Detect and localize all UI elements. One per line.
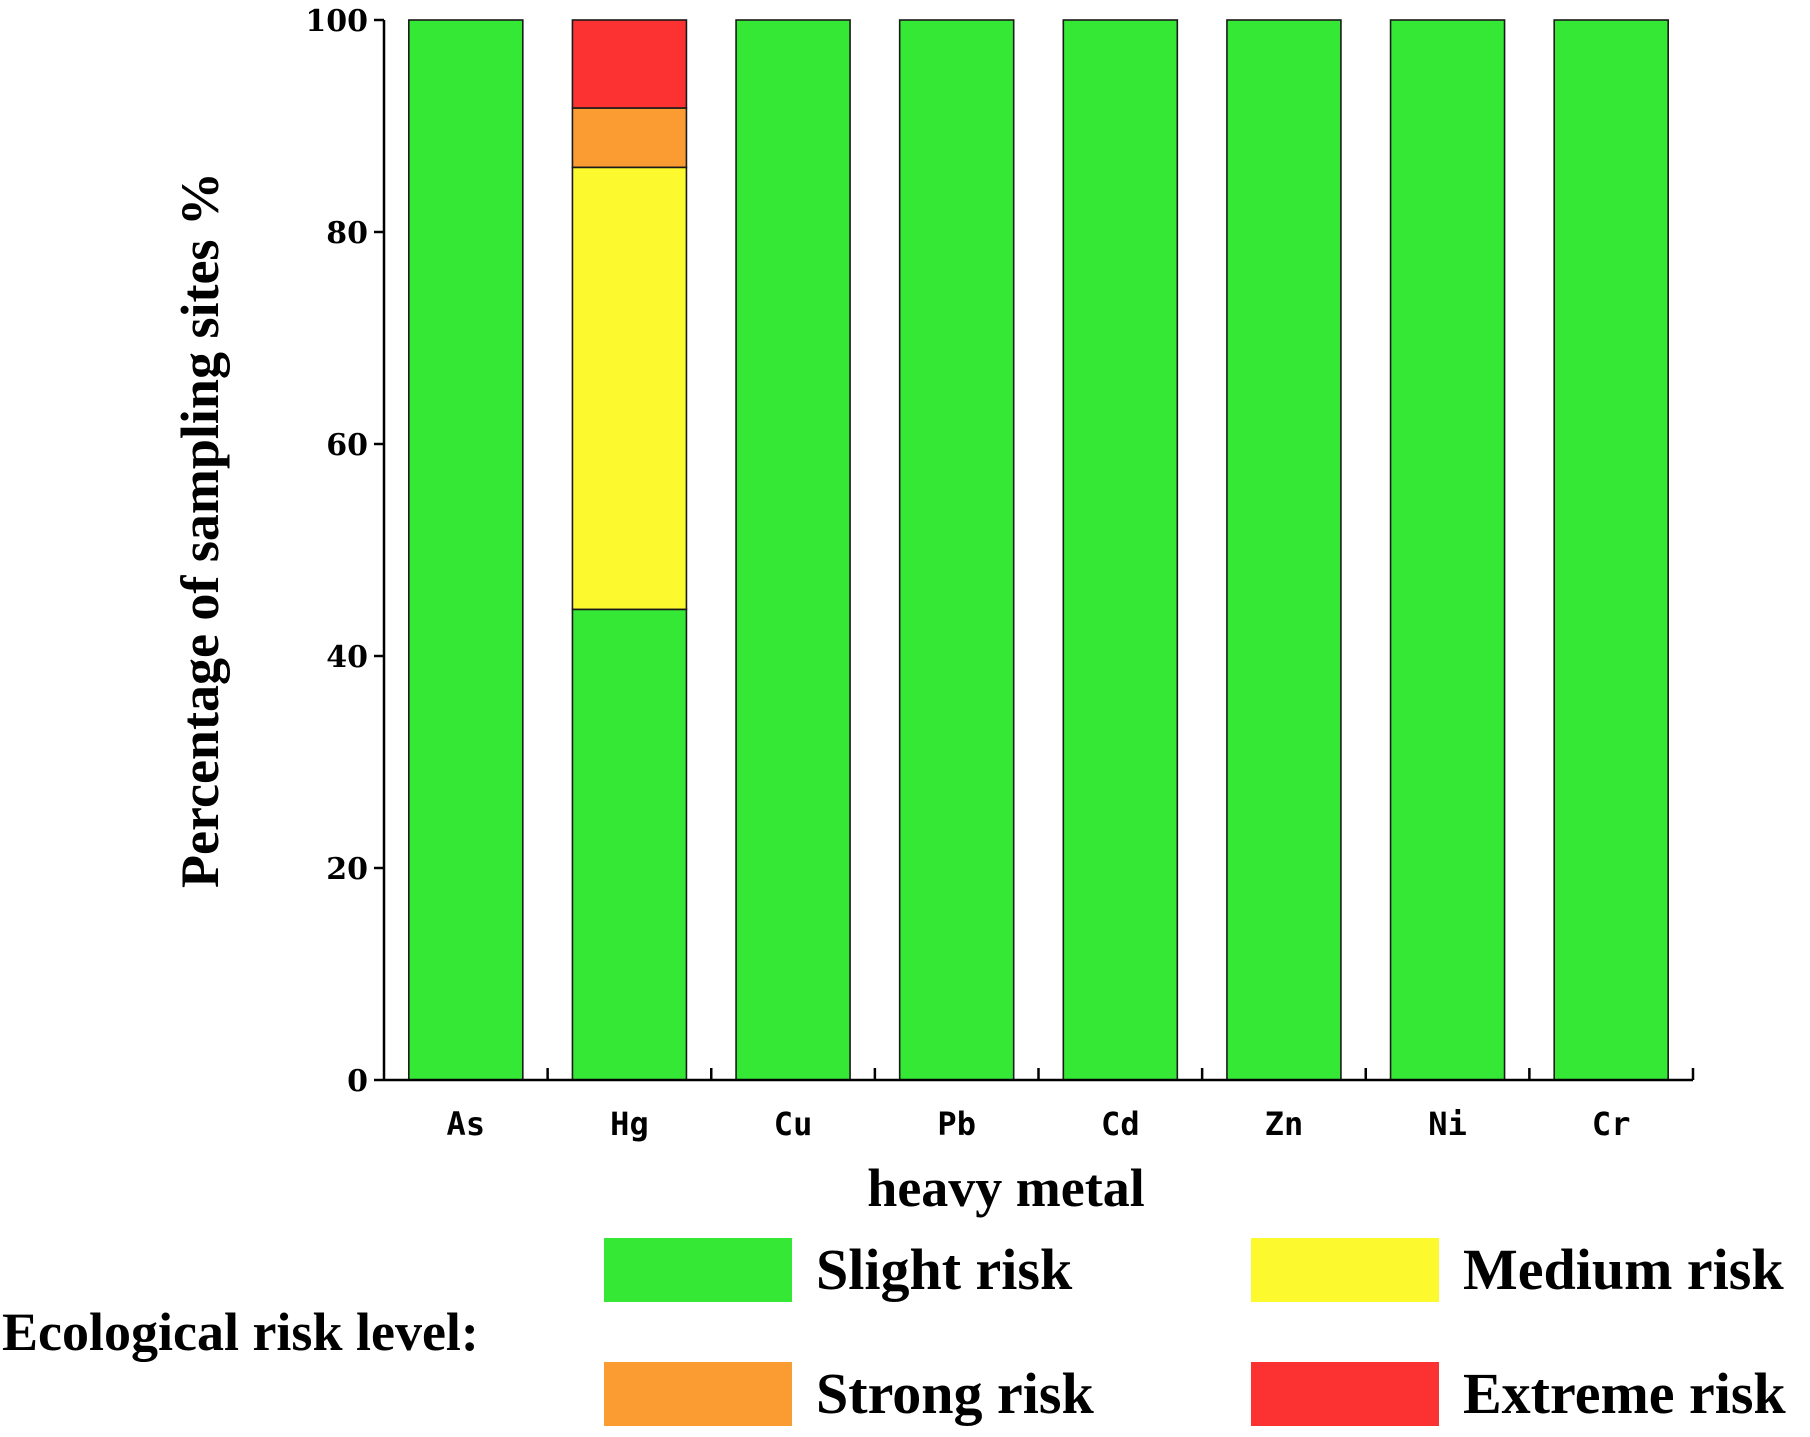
legend-label-medium-risk: Medium risk (1463, 1237, 1784, 1302)
x-tick-label-cu: Cu (774, 1105, 813, 1143)
bar-segment-zn-slight-risk (1226, 19, 1342, 1081)
x-tick-label-zn: Zn (1265, 1105, 1304, 1143)
legend-swatch-strong-risk (604, 1362, 792, 1426)
x-tick-label-as: As (447, 1105, 486, 1143)
legend-swatch-medium-risk (1251, 1238, 1439, 1302)
tick-labels: As Hg Cu Pb Cd Zn Ni Cr 0 20 40 60 80 100 (305, 4, 1630, 1143)
y-tick-label-0: 0 (347, 1064, 368, 1099)
y-tick-label-100: 100 (305, 4, 368, 39)
x-tick-label-cd: Cd (1101, 1105, 1140, 1143)
legend-title: Ecological risk level: (2, 1302, 479, 1362)
x-tick-label-pb: Pb (937, 1105, 976, 1143)
bar-segment-ni-slight-risk (1389, 19, 1506, 1081)
bar-segment-pb-slight-risk (898, 19, 1015, 1081)
bar-segment-hg-slight-risk (571, 608, 688, 1081)
y-tick-label-40: 40 (326, 640, 368, 675)
bar-segment-hg-extreme-risk (571, 19, 688, 109)
x-tick-label-cr: Cr (1592, 1105, 1631, 1143)
legend-label-extreme-risk: Extreme risk (1463, 1361, 1786, 1426)
bar-segment-cr-slight-risk (1553, 19, 1669, 1081)
y-axis-title: Percentage of sampling sites % (170, 172, 230, 888)
y-tick-label-80: 80 (326, 216, 368, 251)
x-axis-title: heavy metal (867, 1158, 1144, 1218)
bar-segment-hg-strong-risk (571, 107, 688, 169)
bars-layer (408, 19, 1669, 1081)
legend-label-strong-risk: Strong risk (816, 1361, 1094, 1426)
bar-segment-cu-slight-risk (735, 19, 851, 1081)
legend-swatch-slight-risk (604, 1238, 792, 1302)
axes-layer (374, 18, 1695, 1082)
y-tick-label-20: 20 (326, 852, 368, 887)
legend: Slight risk Medium risk Strong risk Extreme… (604, 1237, 1786, 1426)
bar-segment-cd-slight-risk (1062, 19, 1179, 1081)
bar-segment-hg-medium-risk (571, 166, 688, 611)
legend-swatch-extreme-risk (1251, 1362, 1439, 1426)
y-tick-label-60: 60 (326, 428, 368, 463)
bar-segment-as-slight-risk (408, 19, 524, 1081)
x-tick-label-hg: Hg (610, 1105, 649, 1143)
legend-label-slight-risk: Slight risk (816, 1237, 1073, 1302)
x-tick-label-ni: Ni (1428, 1105, 1467, 1143)
